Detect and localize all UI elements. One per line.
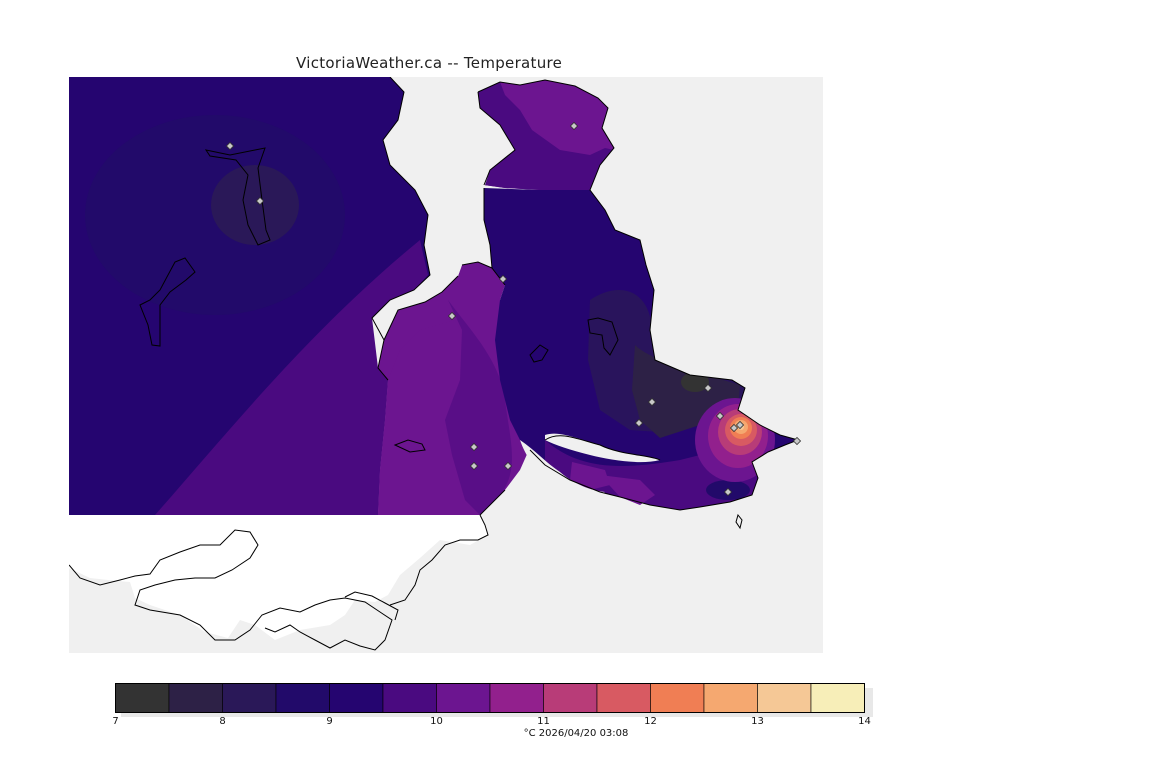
coast-south-east (389, 514, 489, 606)
colorbar-bin (596, 683, 651, 713)
station-marker[interactable] (498, 274, 508, 284)
temperature-field-west (69, 77, 430, 515)
colorbar-bin (329, 683, 384, 713)
station-marker[interactable] (729, 423, 739, 433)
colorbar-bin (810, 683, 865, 713)
station-marker[interactable] (792, 436, 802, 446)
colorbar-tick-label: 13 (751, 716, 764, 727)
colorbar-tick-label: 10 (430, 716, 443, 727)
colorbar-bin (168, 683, 223, 713)
colorbar-bin (382, 683, 437, 713)
colorbar-bin (543, 683, 598, 713)
coast-south (69, 529, 393, 651)
temperature-map (69, 77, 823, 653)
station-marker[interactable] (723, 487, 733, 497)
colorbar-bin (489, 683, 544, 713)
station-marker[interactable] (469, 442, 479, 452)
station-marker[interactable] (735, 420, 745, 430)
colorbar-bins (115, 683, 865, 713)
colorbar-tick-label: 8 (219, 716, 226, 727)
colorbar-tick-label: 14 (858, 716, 871, 727)
water-area-south (69, 515, 488, 640)
station-marker[interactable] (469, 461, 479, 471)
colorbar-tick-label: 9 (326, 716, 333, 727)
colorbar-frame (115, 683, 865, 713)
colorbar-bin (757, 683, 812, 713)
station-marker[interactable] (447, 311, 457, 321)
station-marker[interactable] (715, 411, 725, 421)
colorbar-bin (703, 683, 758, 713)
station-marker[interactable] (647, 397, 657, 407)
station-marker[interactable] (703, 383, 713, 393)
map-title: VictoriaWeather.ca -- Temperature (296, 54, 563, 72)
coastlines (139, 77, 800, 530)
colorbar-bin (275, 683, 330, 713)
colorbar-bin (436, 683, 491, 713)
water-mask (372, 77, 823, 515)
colorbar-tick-label: 7 (112, 716, 119, 727)
temperature-field-north-island (478, 80, 614, 190)
station-marker[interactable] (634, 418, 644, 428)
colorbar-tick-label: 12 (644, 716, 657, 727)
station-markers (225, 121, 802, 497)
colorbar-tick-label: 11 (537, 716, 550, 727)
colorbar-bin (115, 683, 170, 713)
station-marker[interactable] (503, 461, 513, 471)
station-marker[interactable] (225, 141, 235, 151)
colorbar-bin (650, 683, 705, 713)
colorbar (115, 683, 873, 717)
coast-inlet (344, 591, 399, 621)
station-marker[interactable] (255, 196, 265, 206)
station-marker[interactable] (569, 121, 579, 131)
colorbar-label: °C 2026/04/20 03:08 (523, 728, 629, 739)
colorbar-bin (222, 683, 277, 713)
